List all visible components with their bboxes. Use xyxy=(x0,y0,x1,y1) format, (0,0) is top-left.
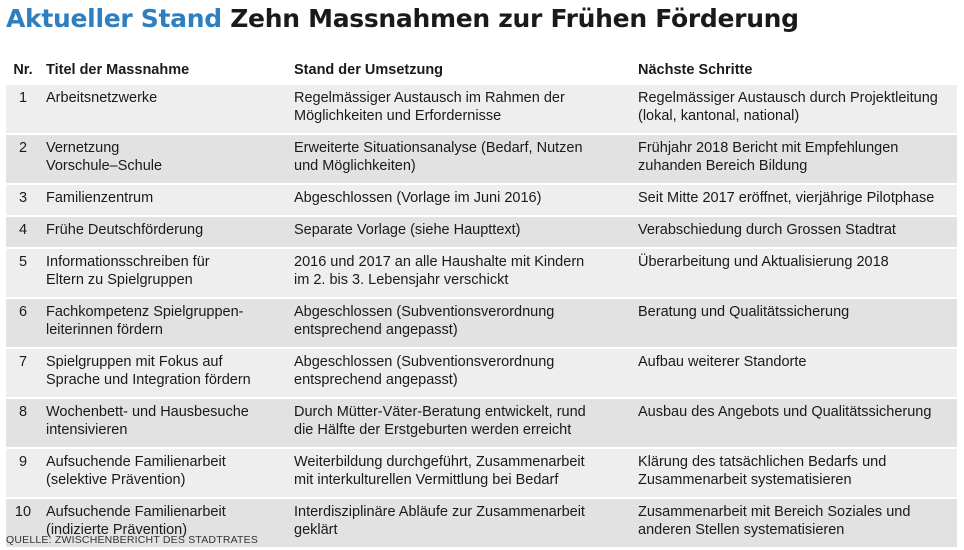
measure-title: Arbeitsnetzwerke xyxy=(40,83,288,134)
measure-title: Aufsuchende Familienarbeit (indizierte P… xyxy=(40,497,288,547)
measure-title: Frühe Deutschförderung xyxy=(40,215,288,248)
measure-next-steps: Beratung und Qualitätssicherung xyxy=(632,297,957,348)
row-number: 5 xyxy=(6,247,40,298)
measure-title: Fachkompetenz Spielgruppen- leiterinnen … xyxy=(40,297,288,348)
measure-next-steps: Zusammenarbeit mit Bereich Soziales und … xyxy=(632,497,957,547)
headline-title: Zehn Massnahmen zur Frühen Förderung xyxy=(230,4,799,33)
table-row: 7 Spielgruppen mit Fokus auf Sprache und… xyxy=(6,347,957,398)
headline: Aktueller Stand Zehn Massnahmen zur Früh… xyxy=(6,2,799,36)
measure-status: 2016 und 2017 an alle Haushalte mit Kind… xyxy=(288,247,632,298)
table-row: 2 Vernetzung Vorschule–Schule Erweiterte… xyxy=(6,133,957,184)
row-number: 2 xyxy=(6,133,40,184)
table-row: 8 Wochenbett- und Hausbesuche intensivie… xyxy=(6,397,957,448)
column-header-nr: Nr. xyxy=(6,56,40,84)
row-number: 7 xyxy=(6,347,40,398)
table-header-row: Nr. Titel der Massnahme Stand der Umsetz… xyxy=(6,56,957,84)
measure-status: Durch Mütter-Väter-Beratung entwickelt, … xyxy=(288,397,632,448)
table-row: 6 Fachkompetenz Spielgruppen- leiterinne… xyxy=(6,297,957,348)
measure-next-steps: Ausbau des Angebots und Qualitätssicheru… xyxy=(632,397,957,448)
column-header-status: Stand der Umsetzung xyxy=(288,56,632,84)
measure-status: Abgeschlossen (Subventionsverordnung ent… xyxy=(288,347,632,398)
table-row: 5 Informationsschreiben für Eltern zu Sp… xyxy=(6,247,957,298)
row-number: 10 xyxy=(6,497,40,547)
measure-status: Abgeschlossen (Subventionsverordnung ent… xyxy=(288,297,632,348)
measure-next-steps: Regelmässiger Austausch durch Projektlei… xyxy=(632,83,957,134)
row-number: 1 xyxy=(6,83,40,134)
measures-table: Nr. Titel der Massnahme Stand der Umsetz… xyxy=(6,56,957,547)
measure-title: Familienzentrum xyxy=(40,183,288,216)
measure-next-steps: Seit Mitte 2017 eröffnet, vierjährige Pi… xyxy=(632,183,957,216)
column-header-title: Titel der Massnahme xyxy=(40,56,288,84)
measure-title: Aufsuchende Familienarbeit (selektive Pr… xyxy=(40,447,288,498)
table-row: 1 Arbeitsnetzwerke Regelmässiger Austaus… xyxy=(6,83,957,134)
measure-title: Spielgruppen mit Fokus auf Sprache und I… xyxy=(40,347,288,398)
source-credit: QUELLE: ZWISCHENBERICHT DES STADTRATES xyxy=(6,534,259,546)
row-number: 8 xyxy=(6,397,40,448)
row-number: 3 xyxy=(6,183,40,216)
row-number: 4 xyxy=(6,215,40,248)
measure-title: Informationsschreiben für Eltern zu Spie… xyxy=(40,247,288,298)
measure-status: Regelmässiger Austausch im Rahmen der Mö… xyxy=(288,83,632,134)
measure-next-steps: Verabschiedung durch Grossen Stadtrat xyxy=(632,215,957,248)
measure-next-steps: Frühjahr 2018 Bericht mit Empfehlungen z… xyxy=(632,133,957,184)
measure-next-steps: Überarbeitung und Aktualisierung 2018 xyxy=(632,247,957,298)
row-number: 9 xyxy=(6,447,40,498)
table-row: 4 Frühe Deutschförderung Separate Vorlag… xyxy=(6,215,957,248)
row-number: 6 xyxy=(6,297,40,348)
measure-title: Vernetzung Vorschule–Schule xyxy=(40,133,288,184)
column-header-next-steps: Nächste Schritte xyxy=(632,56,957,84)
table-row: 10 Aufsuchende Familienarbeit (indiziert… xyxy=(6,497,957,547)
table-row: 3 Familienzentrum Abgeschlossen (Vorlage… xyxy=(6,183,957,216)
measure-status: Weiterbildung durchgeführt, Zusammenarbe… xyxy=(288,447,632,498)
measure-status: Separate Vorlage (siehe Haupttext) xyxy=(288,215,632,248)
table-row: 9 Aufsuchende Familienarbeit (selektive … xyxy=(6,447,957,498)
measure-title: Wochenbett- und Hausbesuche intensiviere… xyxy=(40,397,288,448)
measure-next-steps: Aufbau weiterer Standorte xyxy=(632,347,957,398)
headline-kicker: Aktueller Stand xyxy=(6,4,222,33)
measure-status: Abgeschlossen (Vorlage im Juni 2016) xyxy=(288,183,632,216)
measure-status: Erweiterte Situationsanalyse (Bedarf, Nu… xyxy=(288,133,632,184)
measure-next-steps: Klärung des tatsächlichen Bedarfs und Zu… xyxy=(632,447,957,498)
measure-status: Interdisziplinäre Abläufe zur Zusammenar… xyxy=(288,497,632,547)
